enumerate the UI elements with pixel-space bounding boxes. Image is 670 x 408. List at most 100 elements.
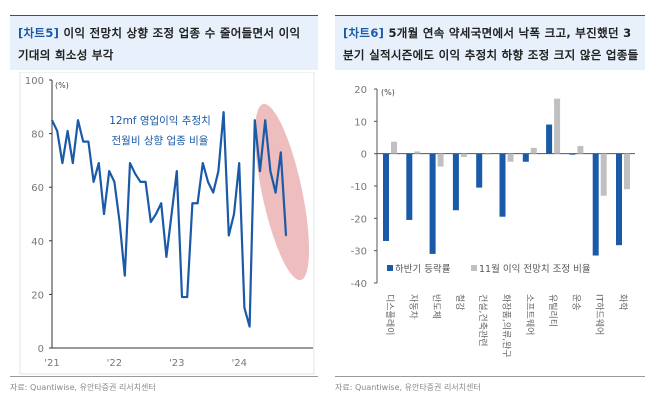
data-point [274, 191, 277, 194]
bar-return [616, 153, 622, 246]
y-tick-label: 100 [25, 76, 44, 87]
chart5-panel: [차트5] 이익 전망치 상향 조정 업종 수 줄어들면서 이익 기대의 희소성… [10, 15, 318, 392]
data-point [92, 181, 95, 183]
chart6-panel: [차트6] 5개월 연속 약세국면에서 낙폭 크고, 부진했던 3분기 실적시즌… [335, 15, 645, 392]
bar-return [522, 153, 529, 162]
data-point [108, 170, 110, 172]
source-note: 자료: Quantiwise, 유안타증권 리서치센터 [10, 376, 318, 393]
x-category-label: 화장품,의류,완구 [501, 294, 512, 358]
data-point [207, 181, 209, 183]
bar-forecast [507, 153, 514, 162]
bar-forecast [437, 153, 444, 167]
series-line [51, 111, 288, 328]
data-point [139, 181, 142, 183]
bar-chart: -40 -30 -20 -10 0 10 20 (%) 디스플레이 자동차 반도체 철강 건설,건축관련… [351, 85, 635, 358]
data-point [186, 296, 188, 298]
y-tick-label: 0 [361, 150, 367, 161]
data-point [66, 130, 69, 132]
data-point [103, 213, 105, 215]
data-point [87, 140, 90, 143]
bar-forecast [391, 141, 397, 154]
x-tick-label: '22 [107, 358, 122, 369]
y-unit-label: (%) [55, 81, 69, 90]
x-category-label: 철강 [454, 294, 465, 311]
x-category-label: 운송 [570, 294, 581, 311]
data-point [118, 221, 121, 223]
annotation-text: 12mf 영업이익 추정치 [109, 114, 211, 127]
data-point [248, 325, 251, 328]
data-point [113, 181, 116, 183]
legend-label: 11월 이익 전망치 조정 비율 [479, 263, 591, 275]
data-point [170, 213, 173, 215]
x-category-label: 화학 [617, 294, 628, 311]
x-category-label: IT하드웨어 [594, 294, 606, 335]
x-category-label: 자동차 [407, 294, 419, 320]
y-tick-label: 40 [31, 237, 44, 248]
y-tick-label: -10 [351, 182, 367, 193]
x-tick-label: '24 [231, 358, 246, 369]
y-tick-label: -40 [351, 279, 367, 290]
bar-return [383, 153, 389, 241]
data-point [238, 162, 240, 164]
bar-forecast [624, 153, 630, 190]
bar-forecast [600, 153, 607, 196]
bar-forecast [530, 147, 537, 154]
y-tick-label: 20 [354, 85, 367, 96]
y-tick-label: 80 [31, 130, 44, 141]
bar-return [406, 153, 413, 220]
data-point [134, 173, 136, 175]
legend-swatch [387, 265, 393, 271]
data-point [202, 162, 204, 164]
x-category-label: 반도체 [431, 294, 442, 319]
data-point [196, 202, 199, 205]
data-point [129, 162, 131, 164]
data-point [243, 307, 246, 309]
line-chart: 0 20 40 60 80 100 (%) '21 '22 '23 '24 12mf 영업이익 추정치… [19, 72, 315, 375]
data-point [191, 202, 194, 205]
bar-return [569, 153, 576, 155]
chart6-title: [차트6] 5개월 연속 약세국면에서 낙폭 크고, 부진했던 3분기 실적시즌… [335, 15, 645, 70]
y-tick-label: 60 [31, 183, 44, 194]
x-category-label: 소프트웨어 [524, 294, 536, 335]
x-tick-label: '23 [169, 358, 184, 369]
bar-forecast [577, 145, 584, 154]
data-point [280, 151, 282, 154]
bar-forecast [484, 153, 491, 155]
bar-return [452, 153, 459, 211]
data-point [181, 296, 183, 298]
data-point [233, 213, 235, 215]
data-point [176, 170, 178, 172]
y-unit-label: (%) [381, 88, 395, 97]
y-tick-label: 0 [38, 344, 44, 355]
y-tick-label: 10 [354, 117, 367, 128]
legend-label: 하반기 등락률 [395, 263, 451, 275]
data-point [228, 234, 230, 237]
data-point [155, 213, 157, 215]
data-point [259, 170, 261, 172]
data-point [264, 119, 266, 121]
data-point [61, 162, 64, 164]
bar-return [429, 153, 436, 254]
data-point [51, 119, 53, 121]
bar-return [499, 153, 506, 217]
data-point [212, 191, 214, 194]
x-category-label: 유틸리티 [547, 294, 558, 327]
bar-forecast [554, 98, 561, 154]
y-tick-label: 20 [31, 290, 44, 301]
bar-return [592, 153, 599, 256]
data-point [77, 119, 79, 121]
y-tick-label: -20 [351, 214, 367, 225]
data-point [285, 234, 287, 237]
bar-return [546, 124, 553, 154]
x-category-label: 디스플레이 [384, 294, 395, 335]
x-tick-label: '21 [44, 358, 59, 369]
data-point [56, 130, 58, 132]
data-point [160, 202, 162, 205]
bar-return [476, 153, 483, 188]
bar-forecast [460, 153, 467, 157]
y-tick-label: -30 [351, 247, 367, 258]
data-point [165, 256, 168, 258]
data-point [254, 119, 256, 121]
data-point [222, 111, 225, 113]
data-point [144, 181, 147, 183]
